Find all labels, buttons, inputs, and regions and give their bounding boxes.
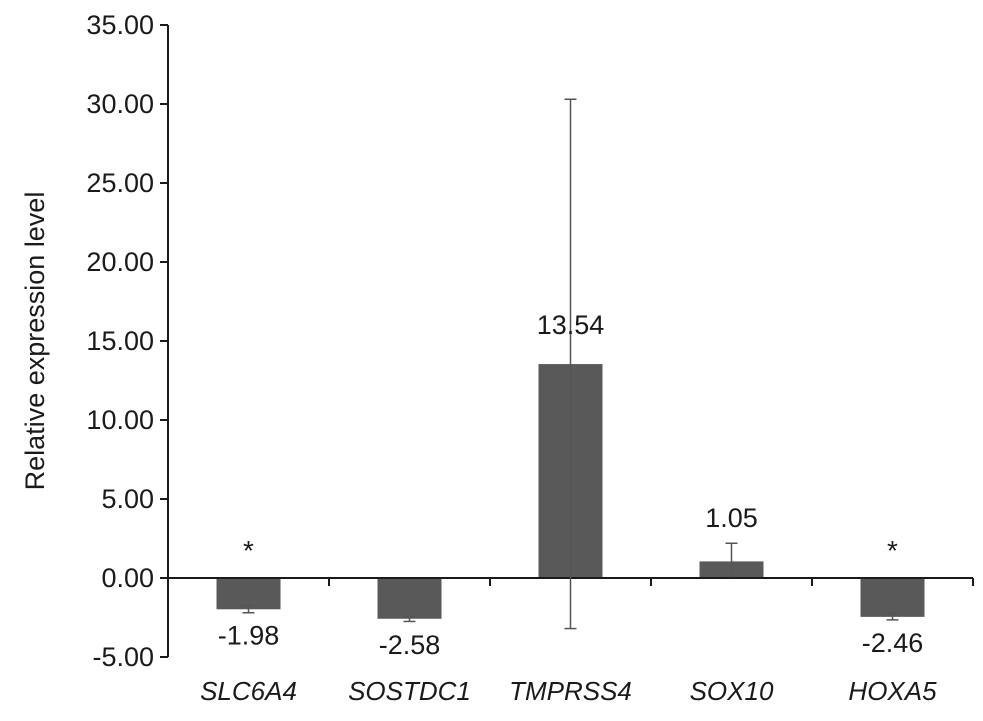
y-axis-title: Relative expression level	[20, 192, 50, 491]
y-tick-label: 5.00	[101, 484, 154, 514]
y-tick-label: 15.00	[86, 326, 154, 356]
y-tick-label: -5.00	[92, 642, 154, 672]
x-category-label-sox10: SOX10	[690, 676, 774, 706]
bar-sostdc1	[377, 578, 442, 619]
y-tick-label: 35.00	[86, 10, 154, 40]
y-tick-label: 10.00	[86, 405, 154, 435]
data-label-hoxa5: -2.46	[862, 628, 924, 658]
y-tick-label: 25.00	[86, 168, 154, 198]
data-label-sox10: 1.05	[705, 503, 758, 533]
y-tick-label: 0.00	[101, 563, 154, 593]
y-tick-label: 30.00	[86, 89, 154, 119]
x-category-label-tmprss4: TMPRSS4	[509, 676, 632, 706]
bar-slc6a4	[216, 578, 281, 610]
x-category-label-slc6a4: SLC6A4	[200, 676, 297, 706]
data-label-sostdc1: -2.58	[379, 630, 441, 660]
data-label-slc6a4: -1.98	[218, 620, 280, 650]
x-category-label-hoxa5: HOXA5	[848, 676, 937, 706]
y-tick-label: 20.00	[86, 247, 154, 277]
bar-hoxa5	[860, 578, 925, 617]
data-label-tmprss4: 13.54	[537, 310, 605, 340]
significance-marker-hoxa5: *	[887, 535, 898, 566]
x-category-label-sostdc1: SOSTDC1	[348, 676, 471, 706]
significance-marker-slc6a4: *	[243, 535, 254, 566]
